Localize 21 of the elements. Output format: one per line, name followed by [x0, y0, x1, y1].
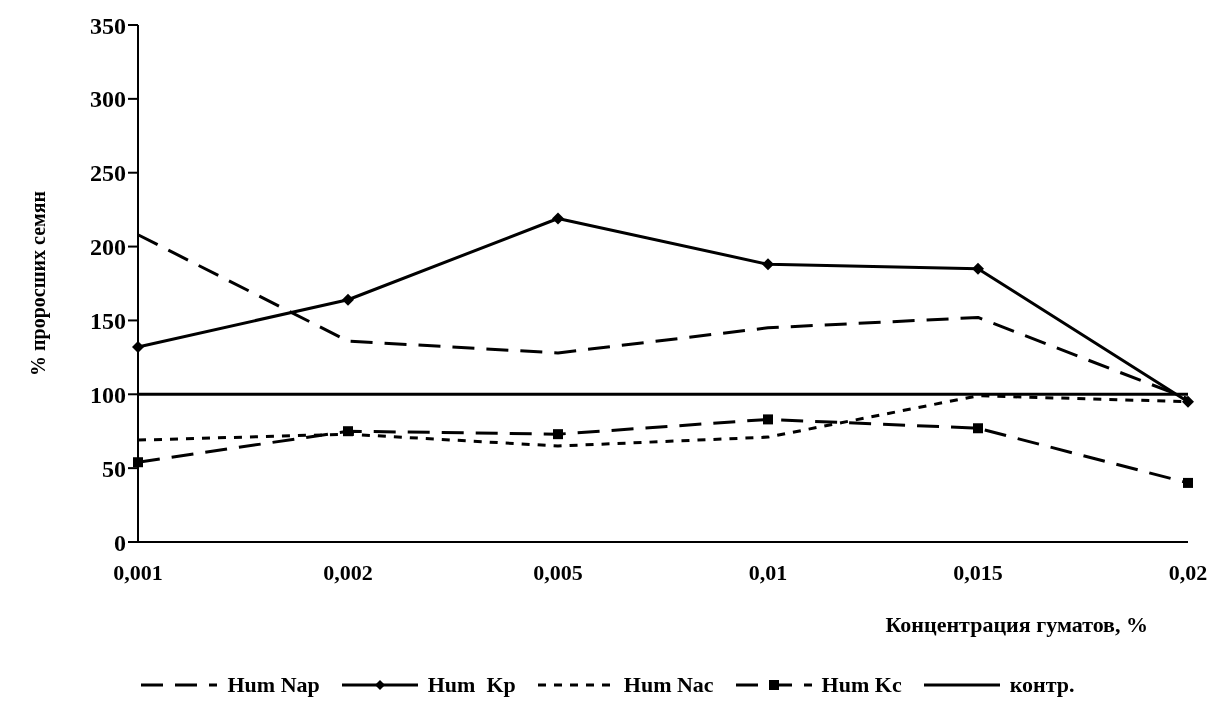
- y-tick-label: 150: [90, 307, 126, 334]
- legend-label: контр.: [1009, 672, 1075, 698]
- y-tick-label: 100: [90, 381, 126, 408]
- x-tick-label: 0,01: [748, 559, 788, 585]
- legend-label: Hum Kp: [427, 672, 516, 698]
- y-tick-label: 200: [90, 234, 126, 261]
- y-tick-label: 250: [90, 160, 126, 187]
- x-tick-label: 0,001: [113, 559, 163, 585]
- legend-label: Hum Nap: [227, 672, 320, 698]
- x-tick-label: 0,015: [953, 559, 1003, 585]
- y-tick-label: 350: [90, 12, 126, 39]
- y-axis-title: % проросших семян: [27, 190, 51, 377]
- y-tick-label: 0: [114, 529, 126, 556]
- x-tick-label: 0,02: [1168, 559, 1208, 585]
- x-tick-label: 0,002: [323, 559, 373, 585]
- x-axis-title: Концентрация гуматов, %: [885, 612, 1148, 637]
- legend-label: Hum Nac: [623, 672, 714, 698]
- legend-label: Hum Kc: [821, 672, 902, 698]
- y-tick-label: 50: [102, 455, 126, 482]
- y-tick-label: 300: [90, 86, 126, 113]
- x-tick-label: 0,005: [533, 559, 583, 585]
